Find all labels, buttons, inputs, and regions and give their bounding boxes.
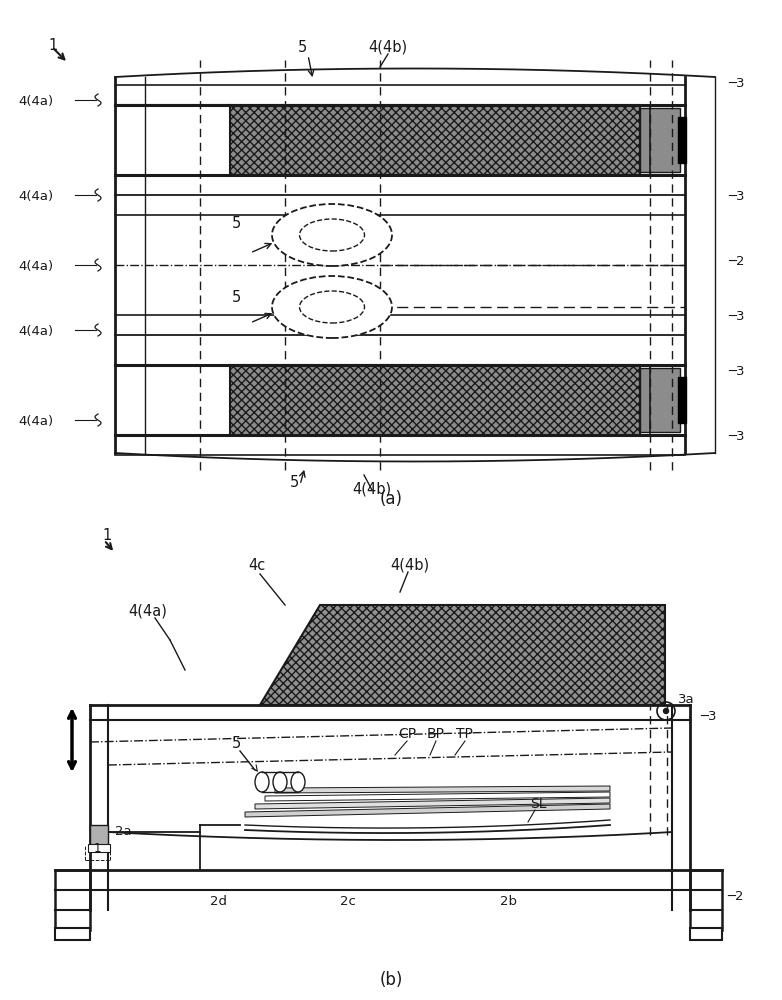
Text: ─3: ─3 <box>728 365 744 378</box>
Circle shape <box>663 708 669 714</box>
Text: ─3: ─3 <box>728 190 744 203</box>
Bar <box>690 870 722 930</box>
Polygon shape <box>245 804 610 817</box>
Text: 2a: 2a <box>115 825 131 838</box>
Text: ─3: ─3 <box>728 77 744 90</box>
Text: TP: TP <box>456 727 473 741</box>
Text: 5: 5 <box>232 736 242 751</box>
Text: 3a: 3a <box>678 693 694 706</box>
Polygon shape <box>260 605 665 705</box>
Text: (b): (b) <box>379 971 403 989</box>
Text: ─3: ─3 <box>728 310 744 323</box>
Ellipse shape <box>255 772 269 792</box>
Bar <box>230 365 640 435</box>
Bar <box>690 928 722 940</box>
Text: 4(4a): 4(4a) <box>18 95 53 108</box>
Text: SL: SL <box>530 797 547 811</box>
Bar <box>640 108 680 172</box>
Text: 1: 1 <box>102 528 111 543</box>
Ellipse shape <box>273 772 287 792</box>
Text: BP: BP <box>427 727 445 741</box>
Bar <box>90 825 108 845</box>
Text: 4c: 4c <box>248 558 265 573</box>
Text: 4(4b): 4(4b) <box>390 558 429 573</box>
Bar <box>88 844 110 852</box>
Ellipse shape <box>300 219 364 251</box>
Text: 2c: 2c <box>340 895 356 908</box>
Text: CP: CP <box>398 727 416 741</box>
Bar <box>678 117 686 163</box>
Bar <box>230 105 640 175</box>
Bar <box>55 928 90 940</box>
Text: 4(4a): 4(4a) <box>18 325 53 338</box>
Text: 4(4a): 4(4a) <box>18 415 53 428</box>
Text: 4(4a): 4(4a) <box>18 260 53 273</box>
Bar <box>55 870 90 930</box>
Bar <box>678 377 686 423</box>
Ellipse shape <box>272 276 392 338</box>
Text: 2d: 2d <box>210 895 227 908</box>
Text: 4(4b): 4(4b) <box>352 481 391 496</box>
Ellipse shape <box>291 772 305 792</box>
Ellipse shape <box>300 291 364 323</box>
Text: 1: 1 <box>94 842 102 855</box>
Text: 5: 5 <box>232 216 242 231</box>
Text: 2b: 2b <box>500 895 517 908</box>
Text: 5: 5 <box>232 290 242 305</box>
Polygon shape <box>255 798 610 809</box>
Text: ─2: ─2 <box>727 890 744 903</box>
Polygon shape <box>275 786 610 793</box>
Text: 5: 5 <box>298 40 307 55</box>
Text: ─3: ─3 <box>728 430 744 443</box>
Ellipse shape <box>272 204 392 266</box>
Polygon shape <box>265 792 610 801</box>
Bar <box>640 368 680 432</box>
Text: 1: 1 <box>48 38 57 53</box>
Text: (a): (a) <box>379 490 403 508</box>
Text: ─3: ─3 <box>700 710 716 723</box>
Text: 4(4a): 4(4a) <box>128 603 167 618</box>
Text: 4(4b): 4(4b) <box>368 40 407 55</box>
Text: ─2: ─2 <box>728 255 744 268</box>
Text: 4(4a): 4(4a) <box>18 190 53 203</box>
Text: 5: 5 <box>290 475 300 490</box>
